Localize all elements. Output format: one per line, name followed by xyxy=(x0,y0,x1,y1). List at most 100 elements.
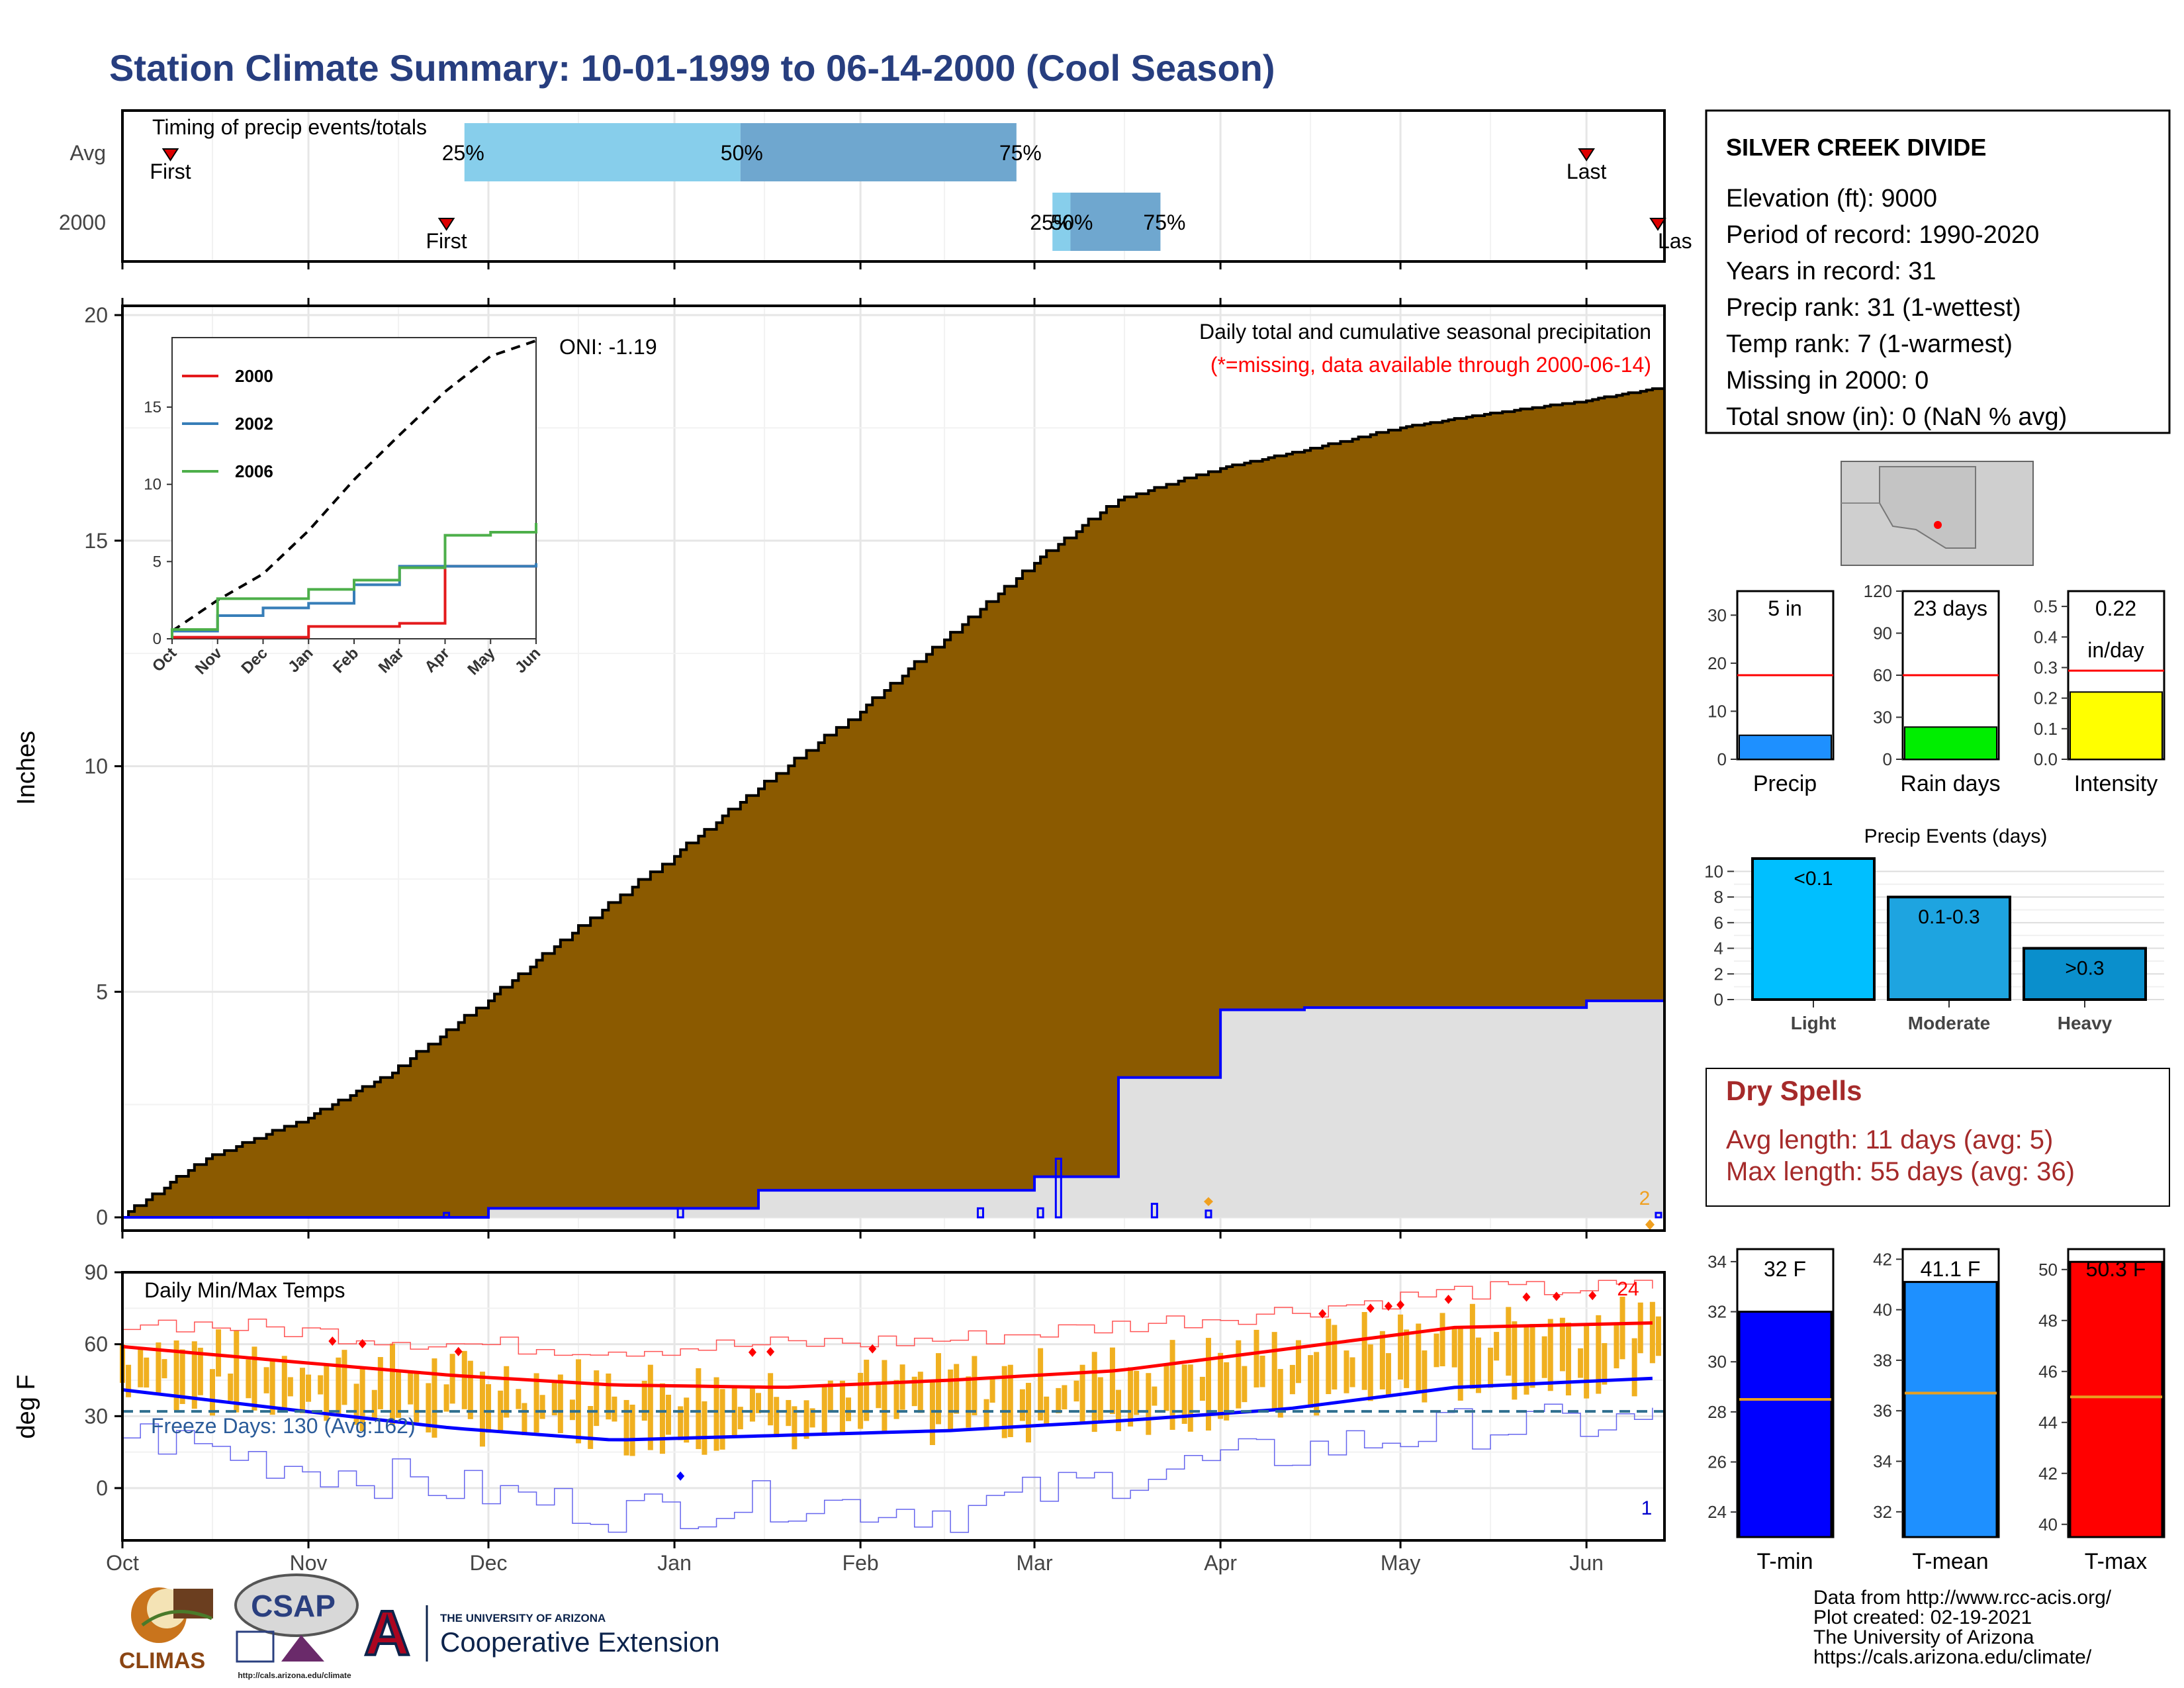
locator-map xyxy=(1841,461,2034,566)
dry-spells-max: Max length: 55 days (avg: 36) xyxy=(1726,1157,2075,1186)
daily-temp-bar xyxy=(377,1357,383,1409)
summary-bar-label-2: Intensity xyxy=(2074,771,2158,796)
footer-line-1: Data from http://www.rcc-acis.org/ xyxy=(1813,1587,2112,1609)
record-high-marker xyxy=(1444,1294,1453,1304)
daily-temp-bar xyxy=(1134,1370,1140,1415)
temperature-panel: 0 30 60 90 Oct Nov Dec Jan Feb Mar Apr May Jun Dail… xyxy=(13,298,1666,1575)
daily-temp-bar xyxy=(594,1370,600,1427)
daily-temp-bar xyxy=(1596,1315,1602,1394)
daily-temp-bar xyxy=(396,1371,402,1418)
event-ytick-label-1: 2 xyxy=(1714,964,1723,984)
daily-temp-bar xyxy=(191,1341,197,1409)
daily-temp-bar xyxy=(948,1369,954,1431)
daily-temp-bar xyxy=(1218,1352,1224,1419)
temp-bar-tick-label: 38 xyxy=(1873,1350,1892,1370)
daily-temp-bar xyxy=(606,1373,612,1420)
record-high-marker xyxy=(1384,1301,1392,1311)
daily-temp-bar xyxy=(1457,1327,1463,1401)
temp-bar-tick-label: 46 xyxy=(2038,1362,2058,1382)
inset-ytick-label-0: 0 xyxy=(153,630,161,648)
temp-ytick-label-2: 60 xyxy=(84,1333,108,1356)
record-high-marker xyxy=(868,1344,877,1354)
daily-temp-bar xyxy=(1361,1312,1367,1390)
daily-temp-bar xyxy=(389,1343,395,1425)
daily-temp-bar xyxy=(719,1389,725,1450)
daily-temp-bar xyxy=(179,1349,185,1404)
daily-temp-bar xyxy=(516,1389,522,1409)
daily-temp-bar xyxy=(899,1364,905,1410)
current-cumulative-area xyxy=(122,992,1664,1217)
temp-bar-tick-label: 28 xyxy=(1707,1402,1727,1422)
temp-bar-tick-label: 36 xyxy=(1873,1401,1892,1421)
station-missing: Missing in 2000: 0 xyxy=(1726,367,1929,395)
daily-temp-bar xyxy=(1079,1364,1085,1423)
daily-temp-bar xyxy=(1547,1319,1553,1391)
temp-bar-tick-label: 32 xyxy=(1707,1302,1727,1322)
daily-temp-bar xyxy=(522,1403,527,1436)
timing-row-avg-label: Avg xyxy=(69,141,106,165)
precip-events-chart: Precip Events (days) <0.1 Light 0.1-0.3 Mod… xyxy=(1704,825,2164,1033)
dry-spells-box: Dry Spells Avg length: 11 days (avg: 5) … xyxy=(1706,1068,2170,1207)
daily-temp-bar xyxy=(917,1372,923,1413)
q75-label: 75% xyxy=(1143,211,1185,234)
daily-temp-bar xyxy=(911,1376,917,1407)
temp-bar-value-0: 32 F xyxy=(1764,1257,1806,1281)
daily-temp-bar xyxy=(1277,1369,1283,1418)
daily-temp-bar xyxy=(299,1368,305,1413)
daily-temp-bar xyxy=(666,1394,672,1435)
daily-temp-bar xyxy=(1512,1321,1518,1400)
q25-label: 25% xyxy=(442,141,484,165)
summary-bar-value-0: 5 in xyxy=(1768,596,1802,620)
first-label: First xyxy=(426,229,467,253)
daily-temp-bar xyxy=(306,1374,312,1402)
daily-temp-bar xyxy=(1349,1357,1355,1387)
event-bar-label-1: 0.1-0.3 xyxy=(1918,906,1979,928)
daily-temp-bar xyxy=(882,1360,887,1432)
daily-temp-bar xyxy=(1169,1340,1175,1430)
summary-bar-label-1: Rain days xyxy=(1900,771,2000,796)
temp-bar-tick-label: 32 xyxy=(1873,1502,1892,1522)
station-elevation: Elevation (ft): 9000 xyxy=(1726,185,1937,212)
event-ytick-label-3: 6 xyxy=(1714,913,1723,933)
daily-temp-bar xyxy=(467,1360,473,1419)
main-ytick-label-4: 20 xyxy=(84,303,108,327)
daily-temp-bar xyxy=(623,1399,629,1456)
event-ytick-label-2: 4 xyxy=(1714,939,1723,959)
daily-temp-bar xyxy=(324,1363,330,1421)
xtick-label-5: Mar xyxy=(1016,1551,1052,1575)
daily-temp-bar xyxy=(234,1330,240,1413)
daily-temp-bar xyxy=(1062,1385,1068,1410)
daily-temp-bar xyxy=(647,1364,653,1450)
daily-temp-bar xyxy=(576,1359,582,1444)
daily-temp-bar xyxy=(1289,1364,1295,1395)
temp-bar-label-1: T-mean xyxy=(1912,1549,1988,1574)
climas-logo: CLIMAS xyxy=(119,1587,213,1673)
daily-temp-bar xyxy=(1451,1327,1457,1368)
first-label: First xyxy=(150,160,191,183)
daily-temp-bar xyxy=(1655,1316,1661,1356)
events-title: Precip Events (days) xyxy=(1864,825,2048,847)
daily-temp-bar xyxy=(929,1381,935,1446)
daily-temp-bar xyxy=(216,1329,222,1377)
summary-bar-value-1: 23 days xyxy=(1913,596,1987,620)
temp-bar-tick-label: 30 xyxy=(1707,1352,1727,1372)
daily-temp-bar xyxy=(1649,1301,1655,1364)
daily-temp-bar xyxy=(1038,1348,1044,1421)
inset-ytick-label-2: 10 xyxy=(144,476,161,494)
station-snow: Total snow (in): 0 (NaN % avg) xyxy=(1726,403,2067,431)
record-high-marker xyxy=(748,1347,756,1357)
daily-temp-bar xyxy=(1271,1332,1277,1409)
event-category-0: Light xyxy=(1791,1013,1836,1033)
record-low-count: 1 xyxy=(1641,1497,1653,1519)
station-temp-rank: Temp rank: 7 (1-warmest) xyxy=(1726,330,2013,358)
temp-bar-tick-label: 40 xyxy=(2038,1515,2058,1534)
record-high-marker xyxy=(1522,1292,1531,1302)
daily-temp-bar xyxy=(281,1356,287,1413)
temp-bar-label-2: T-max xyxy=(2085,1549,2147,1574)
daily-temp-bar xyxy=(1559,1317,1565,1372)
average-cumulative-outline xyxy=(122,387,1666,1219)
daily-temp-bar xyxy=(173,1340,179,1411)
temp-bar-tick-label: 26 xyxy=(1707,1452,1727,1472)
summary-tick-label: 0.4 xyxy=(2034,627,2058,647)
main-annotation-1: Daily total and cumulative seasonal prec… xyxy=(1199,320,1651,344)
